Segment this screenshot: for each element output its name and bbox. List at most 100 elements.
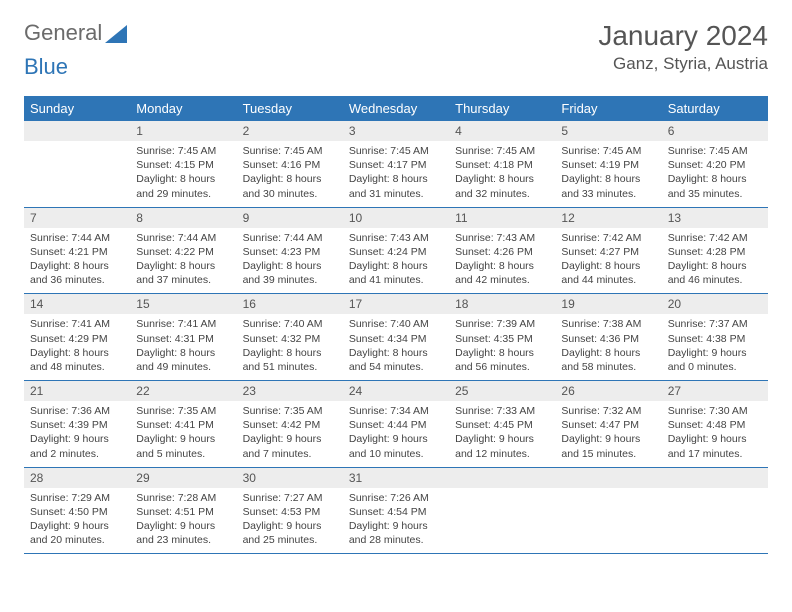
calendar-week-row: 21Sunrise: 7:36 AMSunset: 4:39 PMDayligh… — [24, 381, 768, 468]
day-content: Sunrise: 7:44 AMSunset: 4:23 PMDaylight:… — [237, 228, 343, 294]
day-content: Sunrise: 7:45 AMSunset: 4:17 PMDaylight:… — [343, 141, 449, 207]
calendar-table: SundayMondayTuesdayWednesdayThursdayFrid… — [24, 96, 768, 554]
day-number: 23 — [237, 381, 343, 401]
day-content: Sunrise: 7:45 AMSunset: 4:16 PMDaylight:… — [237, 141, 343, 207]
day-number: 25 — [449, 381, 555, 401]
calendar-week-row: 1Sunrise: 7:45 AMSunset: 4:15 PMDaylight… — [24, 121, 768, 207]
month-title: January 2024 — [598, 20, 768, 52]
calendar-body: 1Sunrise: 7:45 AMSunset: 4:15 PMDaylight… — [24, 121, 768, 554]
day-number: 16 — [237, 294, 343, 314]
calendar-day-cell: 5Sunrise: 7:45 AMSunset: 4:19 PMDaylight… — [555, 121, 661, 207]
day-content: Sunrise: 7:36 AMSunset: 4:39 PMDaylight:… — [24, 401, 130, 467]
day-number: 26 — [555, 381, 661, 401]
day-number: 6 — [662, 121, 768, 141]
day-number: 14 — [24, 294, 130, 314]
calendar-day-cell: 19Sunrise: 7:38 AMSunset: 4:36 PMDayligh… — [555, 294, 661, 381]
calendar-day-cell: 26Sunrise: 7:32 AMSunset: 4:47 PMDayligh… — [555, 381, 661, 468]
day-content: Sunrise: 7:29 AMSunset: 4:50 PMDaylight:… — [24, 488, 130, 554]
weekday-header: Wednesday — [343, 96, 449, 121]
calendar-day-cell: 31Sunrise: 7:26 AMSunset: 4:54 PMDayligh… — [343, 467, 449, 554]
day-number: 15 — [130, 294, 236, 314]
calendar-day-cell: 7Sunrise: 7:44 AMSunset: 4:21 PMDaylight… — [24, 207, 130, 294]
weekday-header: Monday — [130, 96, 236, 121]
day-number: 30 — [237, 468, 343, 488]
day-content: Sunrise: 7:28 AMSunset: 4:51 PMDaylight:… — [130, 488, 236, 554]
day-content: Sunrise: 7:43 AMSunset: 4:26 PMDaylight:… — [449, 228, 555, 294]
weekday-header: Saturday — [662, 96, 768, 121]
day-number: 17 — [343, 294, 449, 314]
day-number: 21 — [24, 381, 130, 401]
day-content: Sunrise: 7:42 AMSunset: 4:28 PMDaylight:… — [662, 228, 768, 294]
weekday-header: Thursday — [449, 96, 555, 121]
day-content: Sunrise: 7:40 AMSunset: 4:34 PMDaylight:… — [343, 314, 449, 380]
day-content: Sunrise: 7:45 AMSunset: 4:19 PMDaylight:… — [555, 141, 661, 207]
calendar-week-row: 14Sunrise: 7:41 AMSunset: 4:29 PMDayligh… — [24, 294, 768, 381]
day-content: Sunrise: 7:26 AMSunset: 4:54 PMDaylight:… — [343, 488, 449, 554]
calendar-day-cell: 25Sunrise: 7:33 AMSunset: 4:45 PMDayligh… — [449, 381, 555, 468]
calendar-day-cell: 13Sunrise: 7:42 AMSunset: 4:28 PMDayligh… — [662, 207, 768, 294]
day-number-empty — [555, 468, 661, 488]
day-number: 31 — [343, 468, 449, 488]
day-number: 19 — [555, 294, 661, 314]
calendar-day-cell: 18Sunrise: 7:39 AMSunset: 4:35 PMDayligh… — [449, 294, 555, 381]
calendar-day-cell: 14Sunrise: 7:41 AMSunset: 4:29 PMDayligh… — [24, 294, 130, 381]
day-number: 22 — [130, 381, 236, 401]
day-content: Sunrise: 7:43 AMSunset: 4:24 PMDaylight:… — [343, 228, 449, 294]
weekday-header-row: SundayMondayTuesdayWednesdayThursdayFrid… — [24, 96, 768, 121]
day-number: 20 — [662, 294, 768, 314]
logo-triangle-icon — [105, 25, 127, 43]
calendar-day-cell: 23Sunrise: 7:35 AMSunset: 4:42 PMDayligh… — [237, 381, 343, 468]
calendar-day-cell: 21Sunrise: 7:36 AMSunset: 4:39 PMDayligh… — [24, 381, 130, 468]
calendar-day-cell: 10Sunrise: 7:43 AMSunset: 4:24 PMDayligh… — [343, 207, 449, 294]
logo-text-general: General — [24, 20, 102, 46]
day-content: Sunrise: 7:40 AMSunset: 4:32 PMDaylight:… — [237, 314, 343, 380]
day-number: 12 — [555, 208, 661, 228]
calendar-day-cell: 12Sunrise: 7:42 AMSunset: 4:27 PMDayligh… — [555, 207, 661, 294]
calendar-day-cell: 1Sunrise: 7:45 AMSunset: 4:15 PMDaylight… — [130, 121, 236, 207]
calendar-week-row: 28Sunrise: 7:29 AMSunset: 4:50 PMDayligh… — [24, 467, 768, 554]
day-number: 2 — [237, 121, 343, 141]
day-number: 18 — [449, 294, 555, 314]
day-number: 4 — [449, 121, 555, 141]
day-content: Sunrise: 7:41 AMSunset: 4:29 PMDaylight:… — [24, 314, 130, 380]
day-number-empty — [662, 468, 768, 488]
weekday-header: Sunday — [24, 96, 130, 121]
day-content: Sunrise: 7:33 AMSunset: 4:45 PMDaylight:… — [449, 401, 555, 467]
calendar-day-cell — [24, 121, 130, 207]
title-block: January 2024 Ganz, Styria, Austria — [598, 20, 768, 74]
day-content: Sunrise: 7:39 AMSunset: 4:35 PMDaylight:… — [449, 314, 555, 380]
calendar-day-cell: 29Sunrise: 7:28 AMSunset: 4:51 PMDayligh… — [130, 467, 236, 554]
weekday-header: Friday — [555, 96, 661, 121]
location-subtitle: Ganz, Styria, Austria — [598, 54, 768, 74]
day-content: Sunrise: 7:45 AMSunset: 4:18 PMDaylight:… — [449, 141, 555, 207]
day-number: 3 — [343, 121, 449, 141]
day-content: Sunrise: 7:45 AMSunset: 4:20 PMDaylight:… — [662, 141, 768, 207]
day-content: Sunrise: 7:32 AMSunset: 4:47 PMDaylight:… — [555, 401, 661, 467]
calendar-day-cell: 15Sunrise: 7:41 AMSunset: 4:31 PMDayligh… — [130, 294, 236, 381]
weekday-header: Tuesday — [237, 96, 343, 121]
day-content: Sunrise: 7:38 AMSunset: 4:36 PMDaylight:… — [555, 314, 661, 380]
calendar-day-cell: 16Sunrise: 7:40 AMSunset: 4:32 PMDayligh… — [237, 294, 343, 381]
calendar-day-cell: 6Sunrise: 7:45 AMSunset: 4:20 PMDaylight… — [662, 121, 768, 207]
day-content: Sunrise: 7:45 AMSunset: 4:15 PMDaylight:… — [130, 141, 236, 207]
day-number: 1 — [130, 121, 236, 141]
calendar-day-cell: 28Sunrise: 7:29 AMSunset: 4:50 PMDayligh… — [24, 467, 130, 554]
logo: General — [24, 20, 127, 46]
day-content: Sunrise: 7:35 AMSunset: 4:42 PMDaylight:… — [237, 401, 343, 467]
day-number-empty — [449, 468, 555, 488]
day-content: Sunrise: 7:42 AMSunset: 4:27 PMDaylight:… — [555, 228, 661, 294]
day-number: 27 — [662, 381, 768, 401]
calendar-day-cell: 22Sunrise: 7:35 AMSunset: 4:41 PMDayligh… — [130, 381, 236, 468]
calendar-day-cell: 20Sunrise: 7:37 AMSunset: 4:38 PMDayligh… — [662, 294, 768, 381]
calendar-day-cell: 11Sunrise: 7:43 AMSunset: 4:26 PMDayligh… — [449, 207, 555, 294]
day-content: Sunrise: 7:34 AMSunset: 4:44 PMDaylight:… — [343, 401, 449, 467]
calendar-week-row: 7Sunrise: 7:44 AMSunset: 4:21 PMDaylight… — [24, 207, 768, 294]
day-number: 13 — [662, 208, 768, 228]
day-number: 28 — [24, 468, 130, 488]
day-content: Sunrise: 7:41 AMSunset: 4:31 PMDaylight:… — [130, 314, 236, 380]
calendar-day-cell: 4Sunrise: 7:45 AMSunset: 4:18 PMDaylight… — [449, 121, 555, 207]
day-content: Sunrise: 7:44 AMSunset: 4:22 PMDaylight:… — [130, 228, 236, 294]
day-content: Sunrise: 7:44 AMSunset: 4:21 PMDaylight:… — [24, 228, 130, 294]
day-content: Sunrise: 7:30 AMSunset: 4:48 PMDaylight:… — [662, 401, 768, 467]
calendar-day-cell — [449, 467, 555, 554]
